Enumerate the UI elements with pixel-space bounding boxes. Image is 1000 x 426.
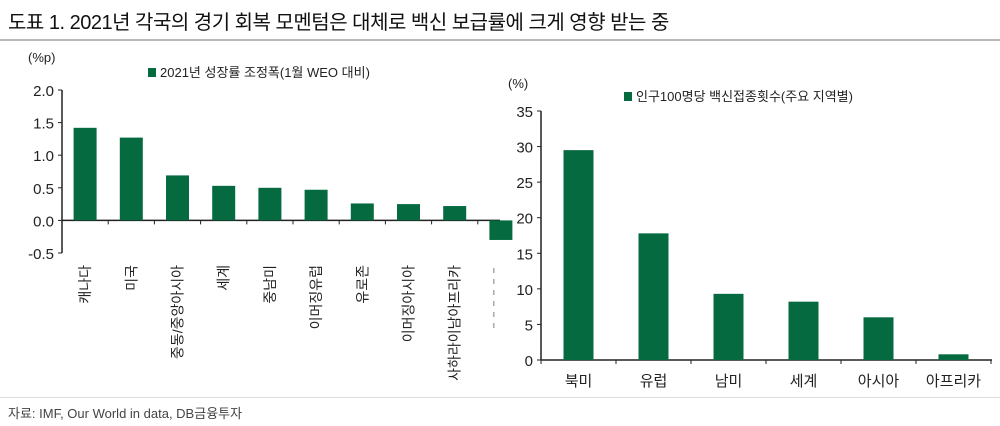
bar-6 xyxy=(304,189,328,221)
bar-4 xyxy=(212,185,236,221)
x-tick-label: 캐나다 xyxy=(77,265,93,304)
y-tick-label: 10 xyxy=(516,282,533,299)
y-tick-label: 35 xyxy=(516,104,533,121)
x-tick-label: 유로존 xyxy=(354,265,370,304)
bar-2 xyxy=(119,137,143,221)
y-axis-unit: (%p) xyxy=(28,50,55,65)
x-tick-label: 세계 xyxy=(216,265,232,291)
y-tick-label: 0 xyxy=(525,353,533,370)
title-divider xyxy=(0,39,1000,41)
y-tick-label: 20 xyxy=(516,211,533,228)
y-tick-label: 1.5 xyxy=(33,116,54,133)
x-tick-label: 세계 xyxy=(790,373,818,390)
truncated-label-fragment xyxy=(493,312,495,317)
y-tick-label: 1.0 xyxy=(33,148,54,165)
y-axis-unit: (%) xyxy=(508,76,528,91)
y-tick-label: 25 xyxy=(516,175,533,192)
bar-9 xyxy=(443,206,467,221)
truncated-label-fragment xyxy=(493,301,495,306)
x-tick-label: 남미 xyxy=(715,373,743,390)
y-tick-label: 0.0 xyxy=(33,213,54,230)
x-tick-label: 아시아 xyxy=(858,373,900,390)
bar-7 xyxy=(350,203,374,221)
legend-label: 2021년 성장률 조정폭(1월 WEO 대비) xyxy=(160,65,370,80)
source-divider xyxy=(0,397,1000,398)
bar-4 xyxy=(788,301,819,360)
truncated-label-fragment xyxy=(493,323,495,328)
legend-label: 인구100명당 백신접종횟수(주요 지역별) xyxy=(636,89,853,104)
bar-3 xyxy=(166,175,189,221)
bar-2 xyxy=(638,233,669,360)
y-tick-label: 5 xyxy=(525,317,533,334)
y-tick-label: 2.0 xyxy=(33,83,54,100)
legend-swatch xyxy=(148,68,156,77)
bar-3 xyxy=(713,293,744,360)
truncated-label-fragment xyxy=(493,268,495,273)
truncated-label-fragment xyxy=(493,279,495,284)
x-tick-label: 유럽 xyxy=(640,373,668,390)
x-tick-label: 이머징유럽 xyxy=(308,265,324,329)
y-tick-label: 0.5 xyxy=(33,181,54,198)
bar-1 xyxy=(563,150,594,360)
bar-1 xyxy=(73,127,97,221)
figure-title: 도표 1. 2021년 각국의 경기 회복 모멘텀은 대체로 백신 보급률에 크… xyxy=(8,12,669,34)
truncated-label-fragment xyxy=(493,290,495,295)
y-tick-label: 30 xyxy=(516,140,533,157)
legend-swatch xyxy=(624,92,632,101)
source-note: 자료: IMF, Our World in data, DB금융투자 xyxy=(8,406,243,421)
x-tick-label: 미국 xyxy=(123,265,139,291)
bar-5 xyxy=(258,187,282,221)
x-tick-label: 아프리카 xyxy=(926,373,981,390)
x-tick-label: 사하라이남아프리카 xyxy=(447,265,463,381)
x-tick-label: 이머징아시아 xyxy=(401,265,417,342)
bar-6 xyxy=(938,354,969,360)
bar-10 xyxy=(489,220,513,240)
bar-5 xyxy=(863,317,894,360)
y-tick-label: 15 xyxy=(516,246,533,263)
x-tick-label: 중동/중앙아시아 xyxy=(170,265,186,359)
x-tick-label: 북미 xyxy=(565,373,593,390)
bar-8 xyxy=(397,204,420,221)
x-tick-label: 중남미 xyxy=(262,265,278,304)
y-tick-label: -0.5 xyxy=(28,246,54,263)
